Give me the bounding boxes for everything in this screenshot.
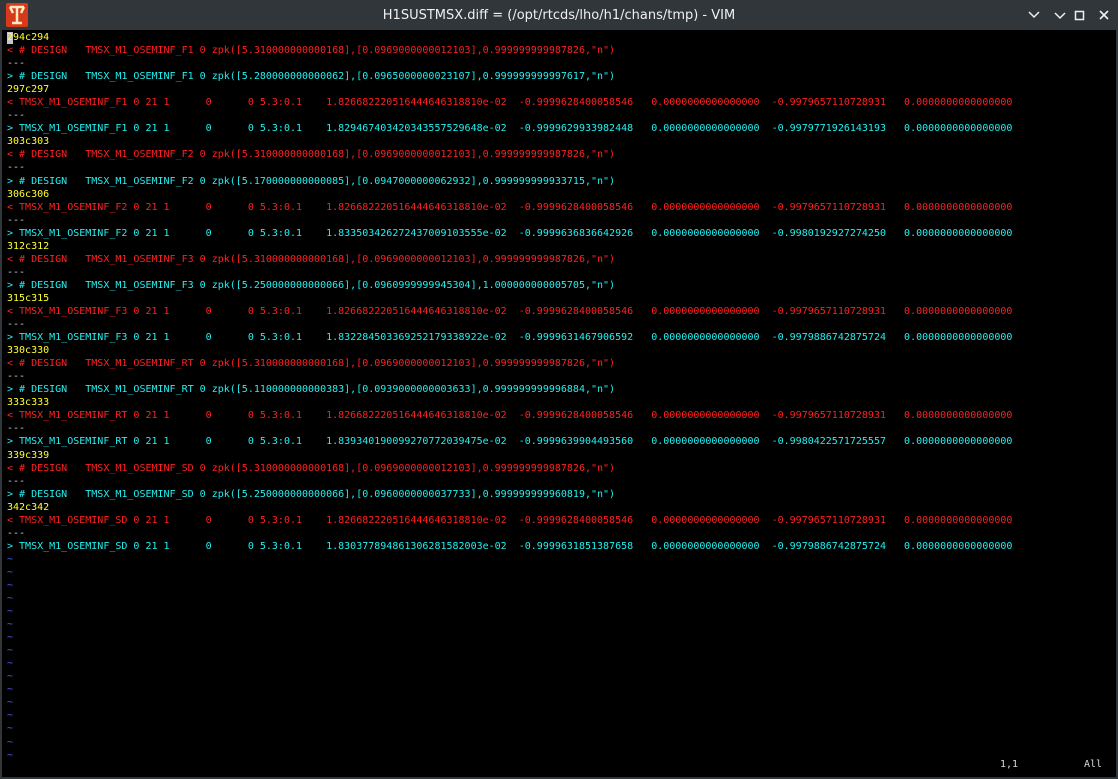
buffer-line: < TMSX_M1_OSEMINF_RT 0 21 1 0 0 5.3:0.1 … bbox=[7, 410, 1013, 422]
window-title: H1SUSTMSX.diff = (/opt/rtcds/lho/h1/chan… bbox=[382, 8, 736, 23]
buffer-line: 297c297 bbox=[7, 84, 50, 96]
scroll-position: All bbox=[1084, 759, 1103, 770]
buffer-line: --- bbox=[7, 214, 26, 226]
buffer-line: ~ bbox=[7, 749, 14, 761]
buffer-line: > # DESIGN TMSX_M1_OSEMINF_F3 0 zpk([5.2… bbox=[7, 279, 616, 291]
buffer-line: > # DESIGN TMSX_M1_OSEMINF_F2 0 zpk([5.1… bbox=[7, 175, 616, 187]
buffer-line: --- bbox=[7, 110, 26, 122]
buffer-line: --- bbox=[7, 58, 26, 70]
buffer-line: < # DESIGN TMSX_M1_OSEMINF_F1 0 zpk([5.3… bbox=[7, 45, 616, 57]
buffer-line: > TMSX_M1_OSEMINF_RT 0 21 1 0 0 5.3:0.1 … bbox=[7, 436, 1013, 448]
buffer-line: ~ bbox=[7, 579, 14, 591]
buffer-line: ~ bbox=[7, 671, 14, 683]
window-controls bbox=[1028, 10, 1109, 21]
buffer-line: ~ bbox=[7, 723, 14, 735]
buffer-line: > TMSX_M1_OSEMINF_SD 0 21 1 0 0 5.3:0.1 … bbox=[7, 540, 1013, 552]
buffer-line: ~ bbox=[7, 632, 14, 644]
buffer-line: 303c303 bbox=[7, 136, 50, 148]
buffer-line: --- bbox=[7, 162, 26, 174]
buffer-line: < TMSX_M1_OSEMINF_F2 0 21 1 0 0 5.3:0.1 … bbox=[7, 201, 1013, 213]
buffer-line: --- bbox=[7, 475, 26, 487]
minimize-button[interactable] bbox=[1054, 12, 1066, 20]
cursor-position: 1,1 bbox=[1000, 759, 1019, 770]
buffer-line: ~ bbox=[7, 710, 14, 722]
keep-above-button[interactable] bbox=[1028, 11, 1040, 19]
close-button[interactable] bbox=[1099, 10, 1109, 20]
buffer-line: 330c330 bbox=[7, 345, 50, 357]
buffer-line: ~ bbox=[7, 553, 14, 565]
buffer-line: < TMSX_M1_OSEMINF_SD 0 21 1 0 0 5.3:0.1 … bbox=[7, 514, 1013, 526]
maximize-button[interactable] bbox=[1074, 10, 1085, 21]
buffer-line: 312c312 bbox=[7, 240, 50, 252]
buffer-line: 294c294 bbox=[7, 32, 50, 43]
buffer-line: > # DESIGN TMSX_M1_OSEMINF_F1 0 zpk([5.2… bbox=[7, 71, 616, 83]
buffer-line: --- bbox=[7, 527, 26, 539]
buffer-line: --- bbox=[7, 423, 26, 435]
buffer-line: < # DESIGN TMSX_M1_OSEMINF_RT 0 zpk([5.3… bbox=[7, 358, 616, 370]
buffer-line: 315c315 bbox=[7, 292, 50, 304]
buffer-line: --- bbox=[7, 371, 26, 383]
buffer-line: 342c342 bbox=[7, 501, 50, 513]
buffer-line: ~ bbox=[7, 736, 14, 748]
buffer-line: --- bbox=[7, 266, 26, 278]
buffer-line: ~ bbox=[7, 684, 14, 696]
buffer-line: --- bbox=[7, 319, 26, 331]
app-icon[interactable] bbox=[4, 1, 34, 31]
title-bar: H1SUSTMSX.diff = (/opt/rtcds/lho/h1/chan… bbox=[0, 0, 1118, 30]
buffer-line: 306c306 bbox=[7, 188, 50, 200]
buffer: 294c294 < # DESIGN TMSX_M1_OSEMINF_F1 0 z… bbox=[7, 31, 1012, 762]
buffer-line: > TMSX_M1_OSEMINF_F1 0 21 1 0 0 5.3:0.1 … bbox=[7, 123, 1013, 135]
buffer-line: > TMSX_M1_OSEMINF_F2 0 21 1 0 0 5.3:0.1 … bbox=[7, 227, 1013, 239]
cursor bbox=[7, 32, 13, 44]
buffer-line: 339c339 bbox=[7, 449, 50, 461]
buffer-line: < # DESIGN TMSX_M1_OSEMINF_F3 0 zpk([5.3… bbox=[7, 253, 616, 265]
buffer-line: ~ bbox=[7, 566, 14, 578]
buffer-line: > # DESIGN TMSX_M1_OSEMINF_RT 0 zpk([5.1… bbox=[7, 384, 616, 396]
buffer-line: < # DESIGN TMSX_M1_OSEMINF_F2 0 zpk([5.3… bbox=[7, 149, 616, 161]
buffer-line: > TMSX_M1_OSEMINF_F3 0 21 1 0 0 5.3:0.1 … bbox=[7, 332, 1013, 344]
buffer-line: ~ bbox=[7, 606, 14, 618]
buffer-line: ~ bbox=[7, 645, 14, 657]
terminal: 294c294 < # DESIGN TMSX_M1_OSEMINF_F1 0 z… bbox=[2, 30, 1116, 777]
buffer-line: < TMSX_M1_OSEMINF_F3 0 21 1 0 0 5.3:0.1 … bbox=[7, 305, 1013, 317]
buffer-line: < # DESIGN TMSX_M1_OSEMINF_SD 0 zpk([5.3… bbox=[7, 462, 616, 474]
buffer-line: ~ bbox=[7, 658, 14, 670]
buffer-line: 333c333 bbox=[7, 397, 50, 409]
buffer-line: ~ bbox=[7, 593, 14, 605]
buffer-line: < TMSX_M1_OSEMINF_F1 0 21 1 0 0 5.3:0.1 … bbox=[7, 97, 1013, 109]
buffer-line: ~ bbox=[7, 697, 14, 709]
buffer-line: > # DESIGN TMSX_M1_OSEMINF_SD 0 zpk([5.2… bbox=[7, 488, 616, 500]
buffer-line: ~ bbox=[7, 619, 14, 631]
